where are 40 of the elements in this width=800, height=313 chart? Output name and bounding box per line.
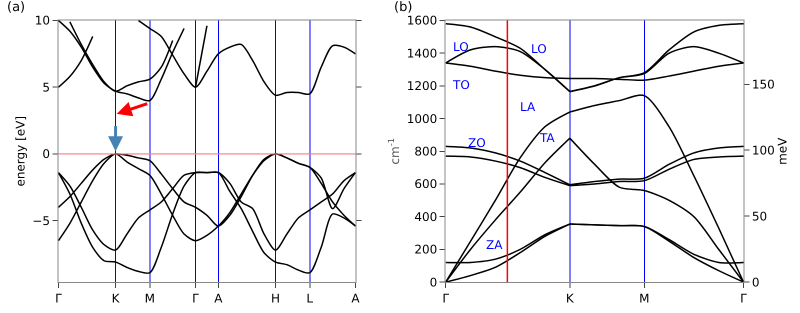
chart-title: (a) (7, 0, 26, 15)
y-tick-label: 600 (414, 177, 438, 192)
annotation: LA (520, 100, 536, 114)
y-tick-label: 1000 (406, 112, 438, 126)
x-tick-label: Γ (55, 291, 62, 306)
y-tick-label: 1200 (406, 79, 438, 94)
annotation: ZA (486, 238, 504, 252)
chart-title: (b) (394, 0, 412, 15)
x-tick-label: A (351, 291, 360, 306)
annotation: LO (453, 40, 469, 54)
x-tick-label: Γ (192, 291, 200, 306)
y-tick-label: 0 (430, 275, 438, 290)
annotation: LO (531, 42, 547, 56)
y2-tick-label: 0 (752, 275, 760, 290)
x-tick-label: A (214, 291, 224, 306)
annotation: TA (539, 131, 556, 145)
x-tick-label: K (566, 291, 575, 306)
y-tick-label: 1400 (406, 46, 438, 60)
y2-tick-label: 150 (752, 77, 775, 92)
x-tick-label: L (306, 291, 314, 306)
y-tick-label: 5 (42, 80, 50, 94)
y-tick-label: 10 (34, 14, 50, 28)
x-tick-label: Γ (740, 291, 748, 306)
x-tick-label: Γ (442, 291, 450, 306)
x-tick-label: K (112, 291, 121, 306)
y2-tick-label: 50 (752, 209, 768, 224)
y2-tick-label: 100 (752, 143, 775, 158)
y-tick-label: 0 (42, 147, 50, 162)
y-axis-title: energy [eV] (14, 116, 28, 187)
annotation: TO (452, 78, 470, 92)
x-tick-label: M (639, 291, 650, 306)
y-tick-label: 200 (414, 242, 438, 257)
y-tick-label: 1600 (406, 14, 438, 28)
y2-axis-title: meV (776, 136, 790, 165)
x-tick-label: M (144, 291, 155, 306)
annotation: ZO (468, 136, 486, 150)
x-tick-label: H (270, 291, 280, 306)
y-tick-label: 400 (414, 210, 438, 224)
y-tick-label: 800 (414, 144, 438, 158)
y-tick-label: −5 (32, 214, 50, 228)
